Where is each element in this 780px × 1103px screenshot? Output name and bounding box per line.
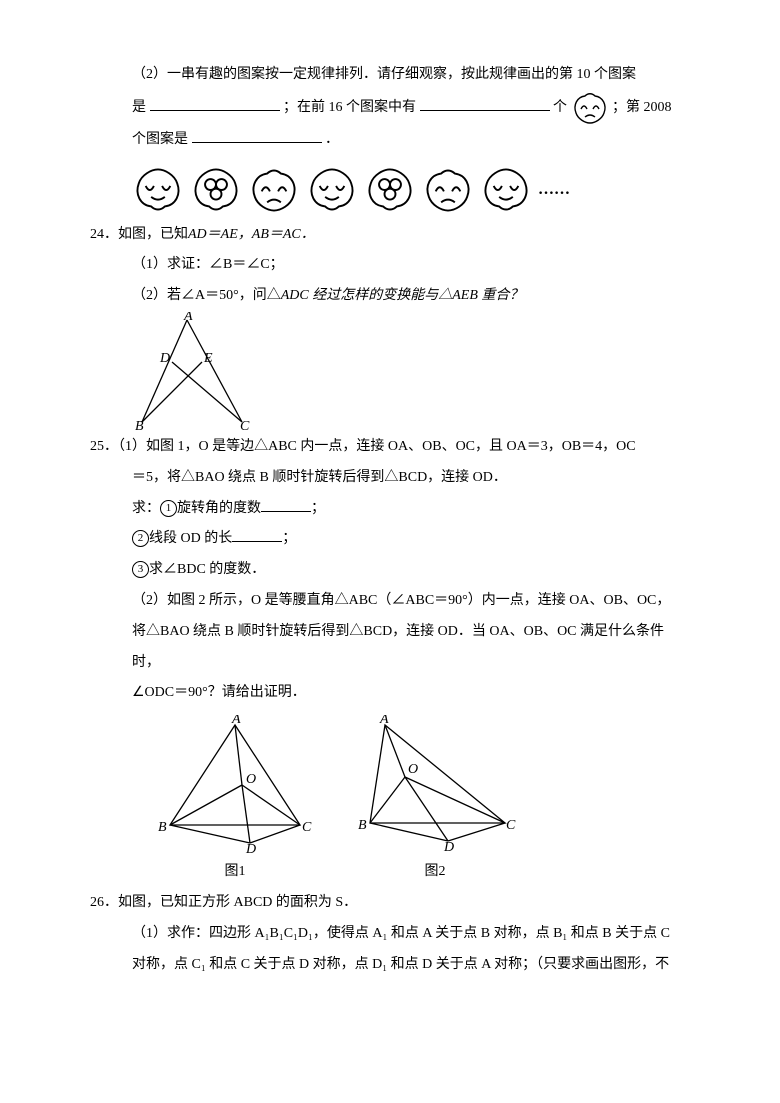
q25-p2c: ∠ODC＝90°？请给出证明．: [132, 678, 690, 709]
text: 旋转角的度数: [177, 501, 261, 516]
circle-2-icon: 2: [132, 530, 149, 547]
text: AD＝AE，AB＝AC．: [188, 227, 315, 242]
text: ADC 经过怎样的变换能与△AEB 重合？: [281, 288, 524, 303]
q23b-line1: （2）一串有趣的图案按一定规律排列．请仔细观察，按此规律画出的第 10 个图案: [132, 60, 690, 91]
face-upside-icon: [571, 91, 609, 125]
svg-text:D: D: [245, 842, 256, 855]
svg-text:A: A: [183, 312, 193, 324]
text: （2）若∠A＝50°，问△: [132, 288, 281, 303]
circle-3-icon: 3: [132, 561, 149, 578]
blank-3: [192, 126, 322, 143]
svg-text:O: O: [246, 772, 256, 787]
pattern-row: ……: [132, 166, 690, 214]
svg-text:B: B: [158, 820, 167, 835]
q24-stem: 24．如图，已知AD＝AE，AB＝AC．: [90, 220, 690, 251]
q25-fig2: A B C O D 图2: [350, 715, 520, 888]
text: 个: [553, 100, 567, 115]
blank-2: [420, 94, 550, 111]
text: ；第 2008: [612, 100, 672, 115]
text: （1）如图 1，O 是等边△ABC 内一点，连接 OA、OB、OC，且 OA＝3…: [118, 439, 636, 454]
text: ．: [325, 132, 339, 147]
q24-p1: （1）求证：∠B＝∠C；: [132, 250, 690, 281]
svg-text:B: B: [135, 419, 144, 432]
fig2-caption: 图2: [350, 857, 520, 888]
text: 个图案是: [132, 132, 188, 147]
blank: [232, 525, 282, 542]
q25-p1b: ＝5，将△BAO 绕点 B 顺时针旋转后得到△BCD，连接 OD．: [132, 463, 690, 494]
text: 线段 OD 的长: [149, 531, 232, 546]
ellipsis: ……: [538, 172, 570, 207]
face-smile-icon: [306, 166, 358, 214]
q24-num: 24．: [90, 227, 118, 242]
svg-text:E: E: [203, 351, 213, 366]
q25-ask: 求：1旋转角的度数；: [132, 494, 690, 525]
face-clover-icon: [190, 166, 242, 214]
q25-fig1: A B C O D 图1: [150, 715, 320, 888]
q25-i2: 2线段 OD 的长；: [132, 524, 690, 555]
q26-num: 26．: [90, 895, 118, 910]
svg-text:B: B: [358, 818, 367, 833]
text: ；在前 16 个图案中有: [283, 100, 416, 115]
svg-text:D: D: [443, 840, 454, 855]
q25-i3: 3求∠BDC 的度数．: [132, 555, 690, 586]
text: 求∠BDC 的度数．: [149, 562, 265, 577]
blank-1: [150, 94, 280, 111]
q26-p1b: 对称，点 C₁ 和点 C 关于点 D 对称，点 D₁ 和点 D 关于点 A 对称…: [132, 950, 690, 981]
text: 如图，已知正方形 ABCD 的面积为 S．: [118, 895, 357, 910]
blank: [261, 495, 311, 512]
q25-figures: A B C O D 图1: [150, 715, 690, 888]
text: 求：: [132, 501, 160, 516]
fig1-caption: 图1: [150, 857, 320, 888]
text: 是: [132, 100, 146, 115]
face-smile-icon: [132, 166, 184, 214]
q25-p2a: （2）如图 2 所示，O 是等腰直角△ABC（∠ABC＝90°）内一点，连接 O…: [132, 586, 690, 617]
q25-p1: 25．（1）如图 1，O 是等边△ABC 内一点，连接 OA、OB、OC，且 O…: [90, 432, 690, 463]
svg-text:O: O: [408, 762, 418, 777]
face-upside-icon: [248, 166, 300, 214]
q23b-line3: 个图案是 ．: [132, 125, 690, 156]
face-clover-icon: [364, 166, 416, 214]
svg-text:C: C: [302, 820, 312, 835]
svg-text:A: A: [379, 715, 389, 727]
face-upside-icon: [422, 166, 474, 214]
q24-p2: （2）若∠A＝50°，问△ADC 经过怎样的变换能与△AEB 重合？: [132, 281, 690, 312]
svg-text:C: C: [506, 818, 516, 833]
text: 如图，已知: [118, 227, 188, 242]
q23b-line2: 是 ；在前 16 个图案中有 个 ；第 2008: [132, 91, 690, 125]
q25-p2b: 将△BAO 绕点 B 顺时针旋转后得到△BCD，连接 OD．当 OA、OB、OC…: [132, 617, 690, 679]
q26-stem: 26．如图，已知正方形 ABCD 的面积为 S．: [90, 888, 690, 919]
q25-num: 25．: [90, 439, 118, 454]
q26-p1a: （1）求作：四边形 A₁B₁C₁D₁，使得点 A₁ 和点 A 关于点 B 对称，…: [132, 919, 690, 950]
circle-1-icon: 1: [160, 500, 177, 517]
svg-text:C: C: [240, 419, 250, 432]
face-smile-icon: [480, 166, 532, 214]
svg-text:D: D: [159, 351, 170, 366]
svg-text:A: A: [231, 715, 241, 727]
q24-figure: A D E B C: [132, 312, 690, 432]
